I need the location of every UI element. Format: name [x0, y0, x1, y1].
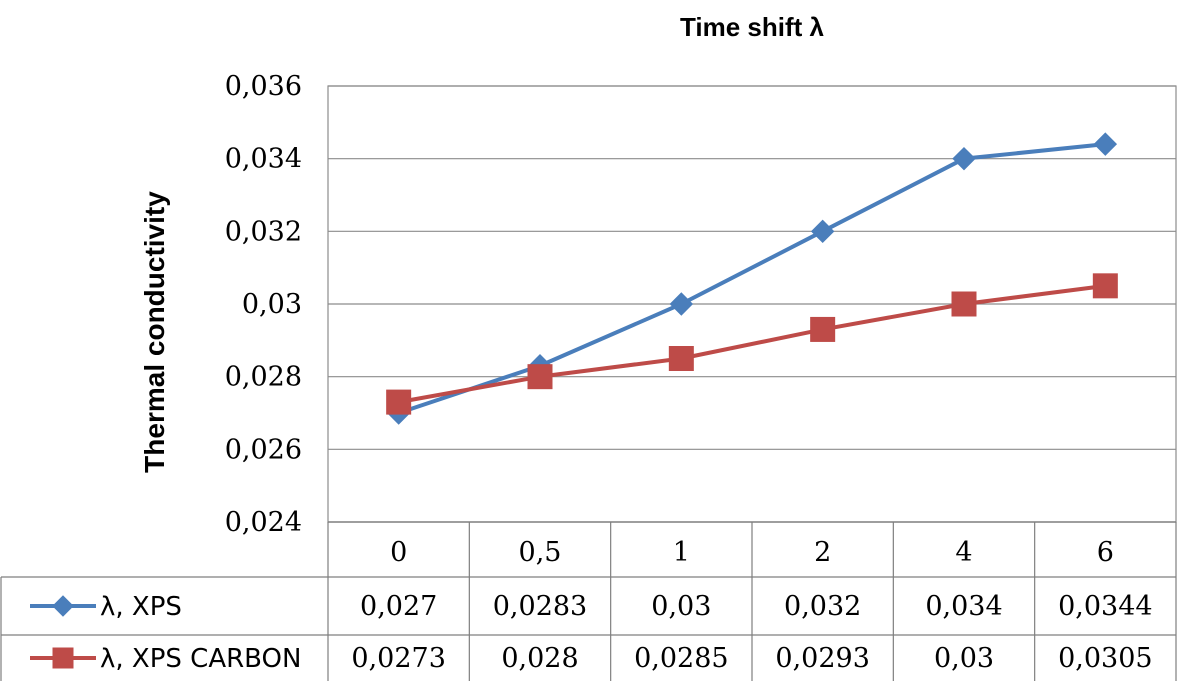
- x-category-label: 0,5: [519, 537, 562, 568]
- data-table-value: 0,034: [925, 591, 1002, 622]
- data-table-value: 0,028: [501, 643, 578, 674]
- data-table-value: 0,0273: [351, 643, 445, 674]
- data-point: [1093, 132, 1118, 156]
- y-axis-ticks: 0,024 0,026 0,028 0,03 0,032 0,034 0,036: [225, 71, 302, 538]
- data-point: [527, 364, 553, 390]
- data-point: [810, 219, 835, 244]
- data-table-value: 0,0305: [1058, 643, 1152, 674]
- legend-marker: [52, 647, 74, 669]
- data-point: [810, 316, 836, 342]
- data-table-value: 0,027: [360, 591, 437, 622]
- legend-marker: [52, 595, 74, 617]
- data-table-value: 0,03: [934, 643, 994, 674]
- data-table-value: 0,0283: [493, 591, 587, 622]
- data-table-value: 0,0293: [775, 643, 869, 674]
- data-point: [386, 389, 412, 415]
- y-tick-label: 0,034: [225, 144, 302, 175]
- y-tick-label: 0,036: [225, 71, 302, 102]
- x-category-label: 0: [390, 537, 407, 568]
- series-line: [398, 283, 1106, 405]
- legend-label: λ, XPS CARBON: [100, 644, 301, 674]
- data-table-value: 0,032: [784, 591, 861, 622]
- data-table-value: 0,0344: [1058, 591, 1152, 622]
- data-point: [1092, 273, 1118, 299]
- data-point: [669, 292, 694, 316]
- x-category-label: 1: [673, 537, 690, 568]
- chart-title: Time shift λ: [680, 12, 825, 42]
- x-category-label: 4: [955, 537, 972, 568]
- y-axis-label: Thermal conductivity: [139, 191, 170, 473]
- y-tick-label: 0,03: [242, 289, 302, 320]
- series-group: [386, 132, 1118, 425]
- y-tick-label: 0,028: [225, 362, 302, 393]
- data-table-value: 0,03: [651, 591, 711, 622]
- data-table: 0 0,5 1 2 4 6 λ, XPS 0,027 0,0283 0,03 0,032 0,034 0…: [0, 521, 1177, 681]
- x-category-label: 2: [814, 537, 831, 568]
- legend-label: λ, XPS: [100, 592, 182, 622]
- series-line: [398, 142, 1106, 415]
- x-category-label: 6: [1097, 537, 1114, 568]
- data-table-value: 0,0285: [634, 643, 728, 674]
- data-point: [951, 291, 977, 317]
- data-point: [668, 346, 694, 371]
- data-point: [952, 146, 976, 171]
- y-tick-label: 0,032: [225, 216, 302, 247]
- y-tick-label: 0,024: [225, 507, 302, 538]
- y-tick-label: 0,026: [225, 434, 302, 465]
